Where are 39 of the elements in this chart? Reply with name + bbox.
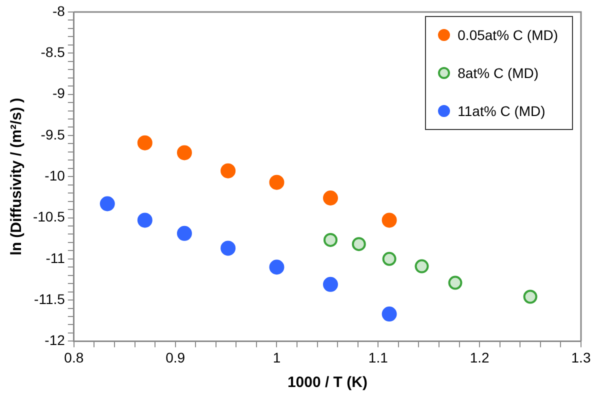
y-tick-label: -9.5 <box>40 126 66 142</box>
y-tick-label: -9 <box>52 85 66 102</box>
point <box>176 226 192 241</box>
y-axis-title: ln (Diffusivity / (m²/s) ) <box>8 98 26 256</box>
point <box>269 174 284 190</box>
point <box>382 252 396 266</box>
point <box>137 135 152 150</box>
y-tick-label: -11 <box>46 250 66 266</box>
y-tick-label: -10.5 <box>32 208 66 225</box>
point <box>176 145 192 160</box>
point <box>220 240 236 256</box>
y-tick-label: -8.5 <box>40 44 66 60</box>
legend-label: 0.05at% C (MD) <box>458 27 558 43</box>
point <box>323 276 338 292</box>
x-tick-label: 1.2 <box>470 349 490 366</box>
point <box>269 260 284 275</box>
x-tick-label: 1.1 <box>368 349 388 366</box>
x-tick-label: 1.3 <box>571 349 591 366</box>
x-tick-label: 0.8 <box>64 349 84 366</box>
x-tick-label: 1 <box>272 349 281 366</box>
point <box>352 237 366 252</box>
point <box>382 306 397 322</box>
point <box>382 212 397 228</box>
point <box>220 163 236 178</box>
point <box>100 196 115 212</box>
legend-label: 8at% C (MD) <box>458 65 539 81</box>
point <box>448 276 462 290</box>
y-tick-label: -8 <box>52 2 66 19</box>
point <box>324 232 338 247</box>
point <box>137 212 152 228</box>
x-tick-label: 0.9 <box>166 349 186 366</box>
point <box>414 259 429 274</box>
y-tick-label: -12 <box>44 332 66 348</box>
y-tick-label: -10 <box>44 167 66 184</box>
x-axis-title: 1000 / T (K) <box>287 374 368 392</box>
y-tick-label: -11.5 <box>34 290 66 307</box>
point <box>523 290 538 304</box>
point <box>323 190 338 206</box>
legend-label: 11at% C (MD) <box>458 103 546 119</box>
